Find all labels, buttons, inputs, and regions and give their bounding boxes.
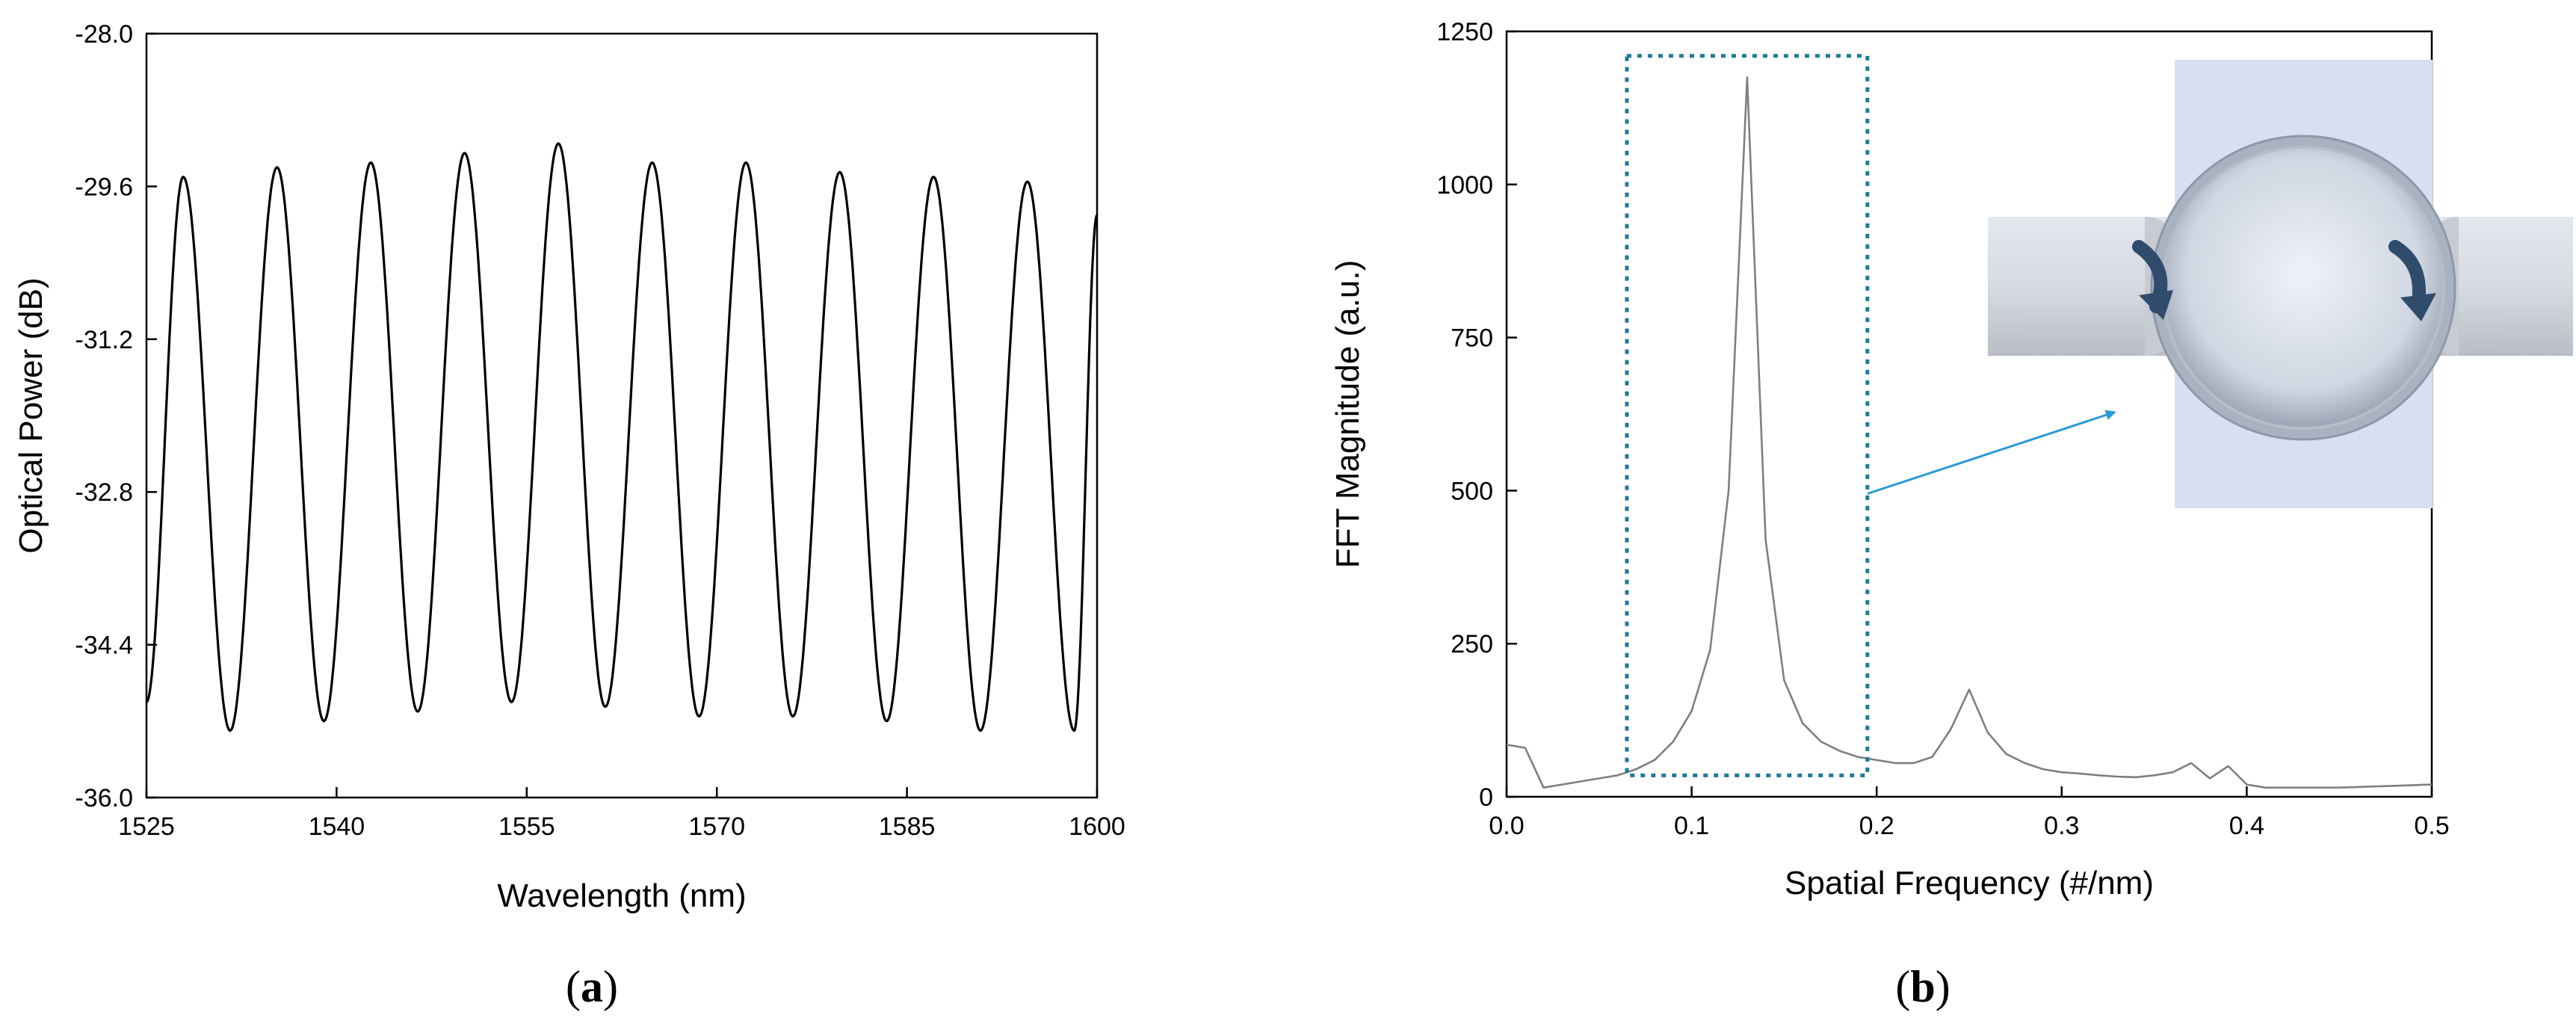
y-tick-label-b: 750 bbox=[1451, 324, 1493, 353]
x-tick-label-b: 0.5 bbox=[2414, 812, 2449, 840]
y-tick-label-a: -32.8 bbox=[75, 478, 134, 507]
y-tick-label-b: 1000 bbox=[1436, 171, 1493, 200]
panel-a: 1525 1540 1555 1570 1585 1600 -36.0 -34.4 -32.8… bbox=[13, 20, 1125, 1011]
axes-b-y-ticks: 0 250 500 750 1000 1250 bbox=[1436, 18, 1517, 812]
coupling-arrow-right-head-icon bbox=[2400, 293, 2436, 321]
x-tick-label-a: 1585 bbox=[879, 812, 936, 841]
y-tick-label-b: 0 bbox=[1479, 783, 1493, 812]
series-a-transmission-line bbox=[145, 142, 1099, 733]
x-tick-label-b: 0.0 bbox=[1489, 812, 1524, 840]
x-tick-label-a: 1525 bbox=[118, 812, 175, 841]
axes-b-x-ticks: 0.0 0.1 0.2 0.3 0.4 0.5 bbox=[1489, 786, 2450, 840]
y-tick-label-b: 1250 bbox=[1436, 18, 1493, 46]
y-tick-label-a: -31.2 bbox=[75, 326, 134, 354]
x-tick-label-b: 0.2 bbox=[1859, 812, 1894, 840]
x-tick-label-a: 1570 bbox=[688, 812, 745, 841]
y-axis-label-a: Optical Power (dB) bbox=[13, 277, 49, 553]
x-tick-label-b: 0.4 bbox=[2229, 812, 2264, 840]
panel-caption-a: (a) bbox=[566, 962, 618, 1011]
y-axis-label-b: FFT Magnitude (a.u.) bbox=[1329, 260, 1366, 568]
x-tick-label-a: 1600 bbox=[1069, 812, 1125, 841]
bus-waveguide-left bbox=[1988, 217, 2167, 356]
series-b-fft-line bbox=[1506, 76, 2433, 789]
y-tick-label-a: -28.0 bbox=[75, 20, 134, 49]
x-axis-label-a: Wavelength (nm) bbox=[497, 878, 746, 914]
axes-a-y-ticks: -36.0 -34.4 -32.8 -31.2 -29.6 -28.0 bbox=[75, 20, 157, 812]
axes-a-frame bbox=[145, 32, 1099, 799]
y-tick-label-b: 250 bbox=[1451, 630, 1493, 659]
panel-letter-a: a bbox=[581, 962, 603, 1011]
axes-a-x-ticks: 1525 1540 1555 1570 1585 1600 bbox=[118, 787, 1125, 841]
coupling-arrow-left-head-icon bbox=[2139, 290, 2173, 320]
x-tick-label-a: 1540 bbox=[309, 812, 365, 841]
x-axis-label-b: Spatial Frequency (#/nm) bbox=[1785, 865, 2154, 901]
panel-caption-b: (b) bbox=[1895, 962, 1950, 1011]
x-tick-label-a: 1555 bbox=[498, 812, 555, 841]
x-tick-label-b: 0.3 bbox=[2044, 812, 2079, 840]
x-tick-label-b: 0.1 bbox=[1674, 812, 1709, 840]
y-tick-label-a: -34.4 bbox=[75, 632, 134, 660]
ring-resonator-inset bbox=[1988, 60, 2573, 508]
panel-letter-b: b bbox=[1910, 962, 1935, 1011]
microring-body bbox=[2161, 146, 2445, 430]
y-tick-label-a: -36.0 bbox=[75, 784, 134, 812]
y-tick-label-b: 500 bbox=[1451, 477, 1493, 505]
panel-b: 0.0 0.1 0.2 0.3 0.4 0.5 0 250 500 750 1000 1250 Sp… bbox=[1329, 18, 2573, 1011]
pointer-arrow bbox=[1867, 410, 2116, 495]
y-tick-label-a: -29.6 bbox=[75, 173, 134, 201]
peak-highlight-box bbox=[1625, 54, 1870, 777]
